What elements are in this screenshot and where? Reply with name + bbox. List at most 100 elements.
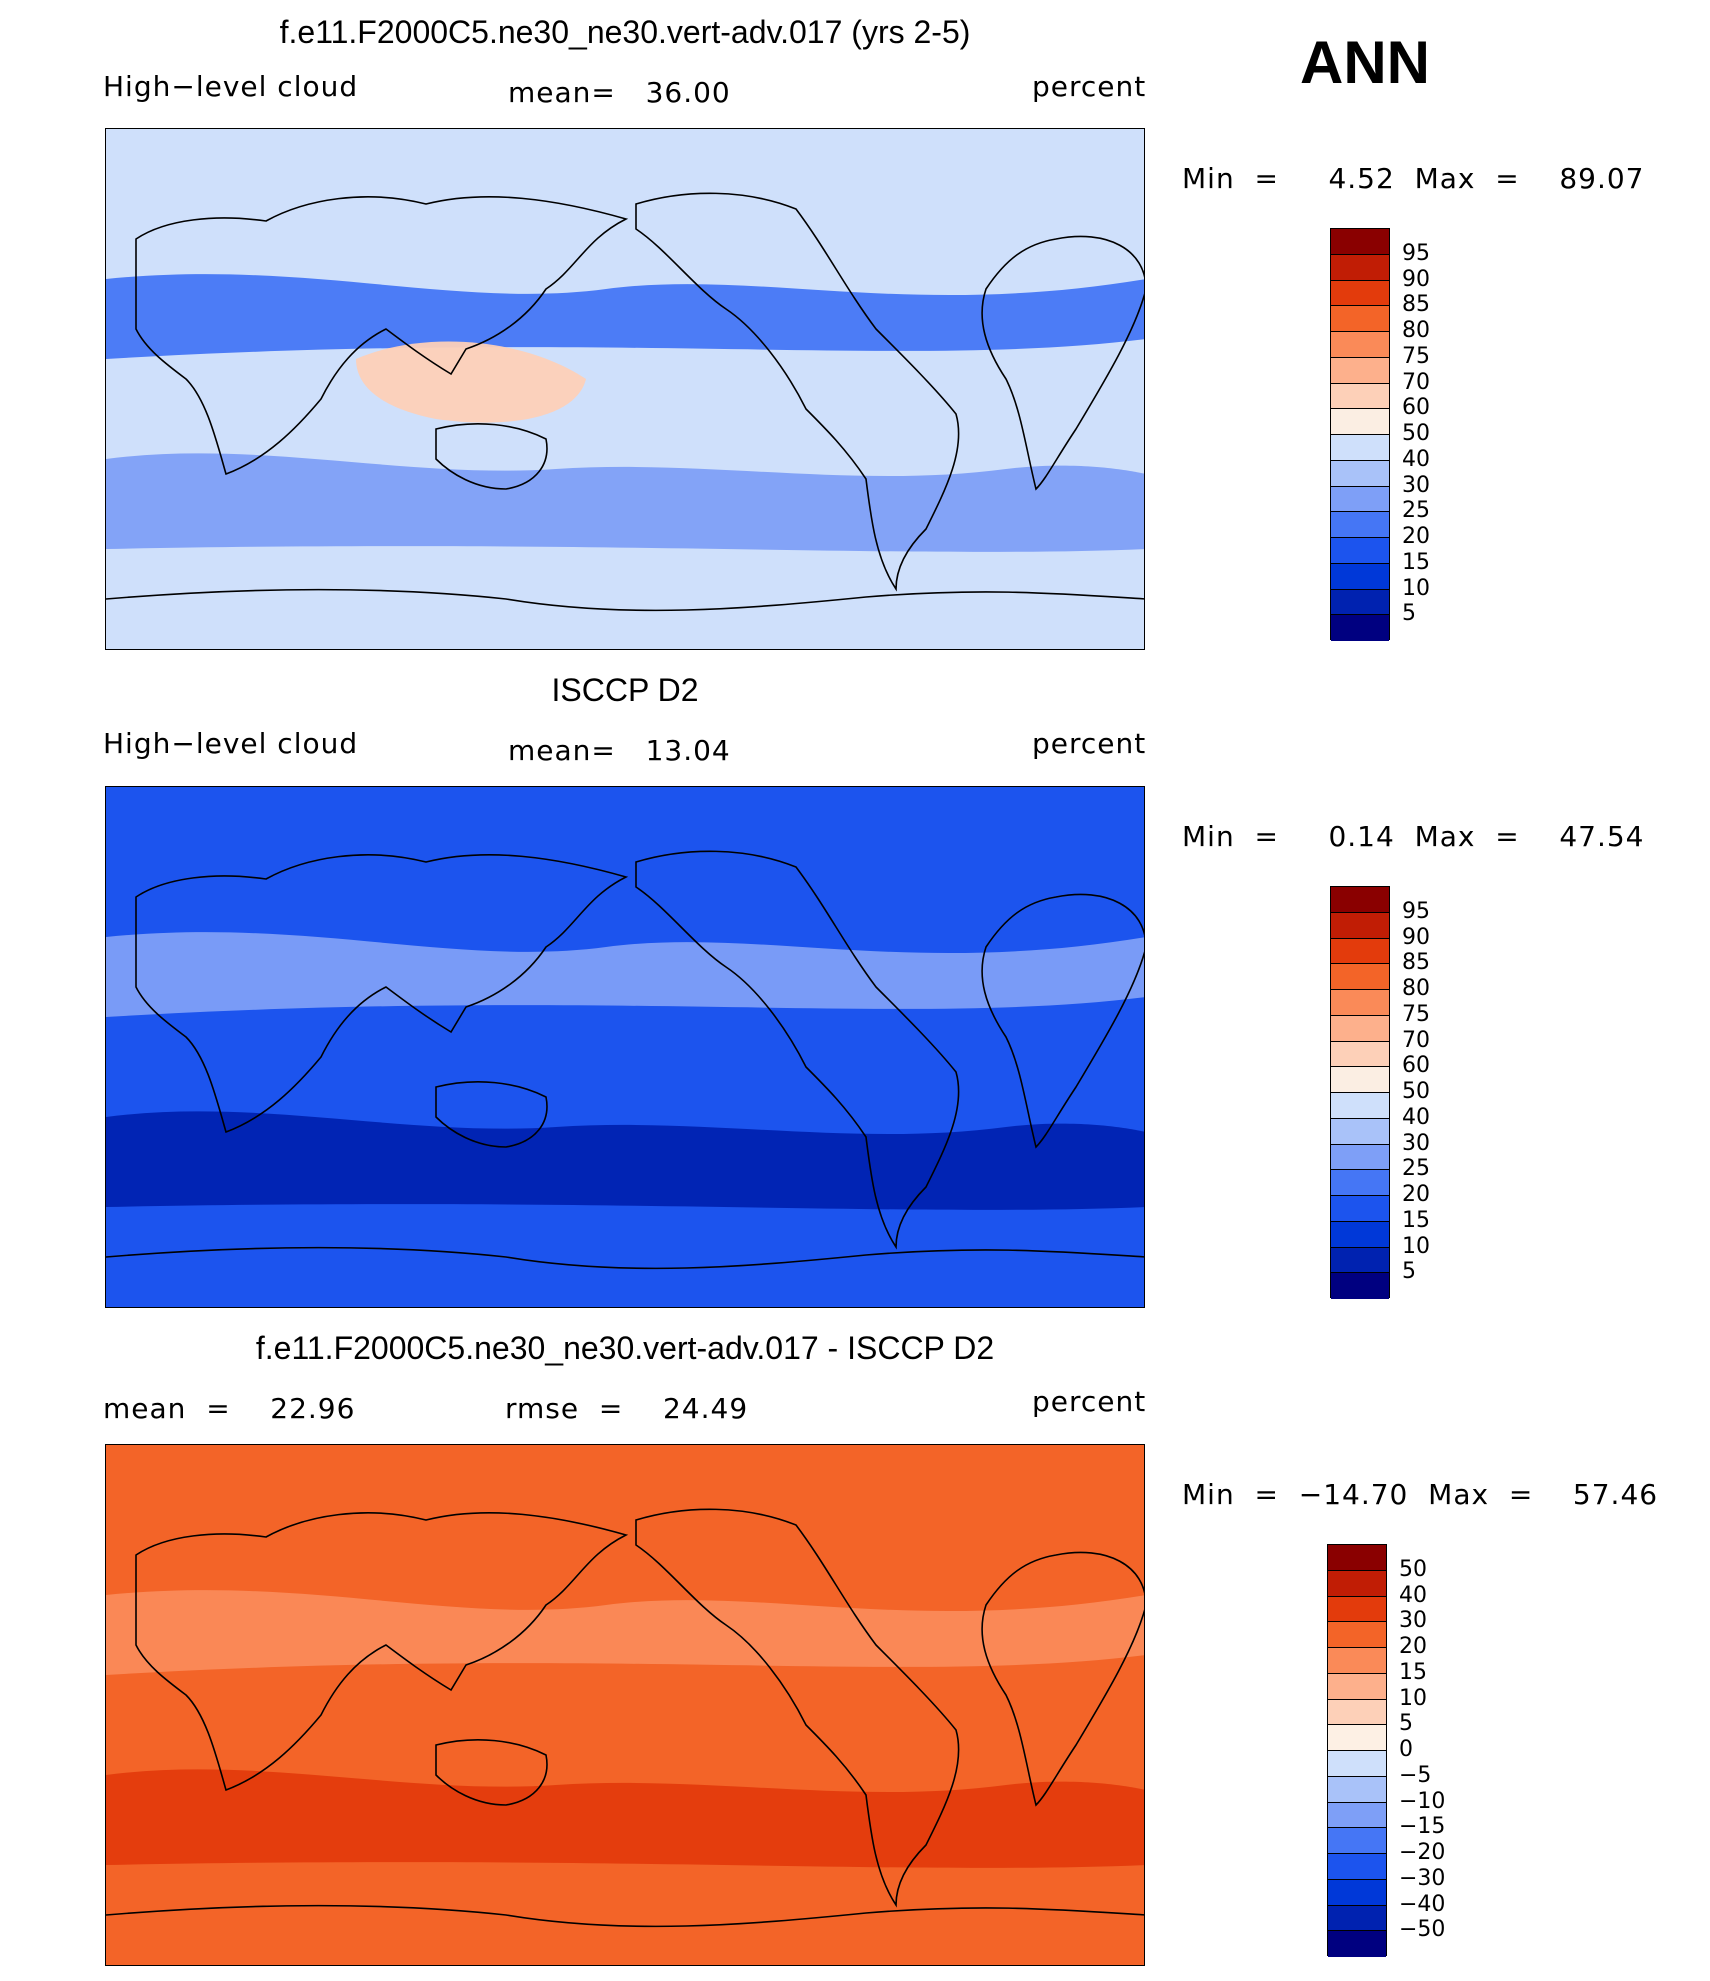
- colorbar-swatch: [1328, 1673, 1386, 1700]
- colorbar-tick-label: −20: [1399, 1840, 1446, 1865]
- colorbar-swatch: [1331, 1041, 1389, 1068]
- panel-2-units-label: percent: [1032, 727, 1147, 760]
- season-label: ANN: [1300, 29, 1430, 96]
- colorbar-swatch: [1331, 512, 1389, 538]
- colorbar-swatch: [1328, 1570, 1386, 1597]
- colorbar-tick-label: 5: [1399, 1711, 1413, 1737]
- colorbar-tick-label: 25: [1402, 1156, 1430, 1182]
- panel-3-units-label: percent: [1032, 1385, 1147, 1418]
- colorbar-swatch: [1331, 1170, 1389, 1196]
- coastline: [635, 192, 960, 592]
- panel-1-colorbar: [1330, 228, 1390, 641]
- coastline: [981, 235, 1144, 491]
- colorbar-tick-label: −50: [1399, 1917, 1446, 1943]
- colorbar-tick-label: 30: [1402, 472, 1430, 498]
- colorbar-swatch: [1331, 938, 1389, 965]
- colorbar-tick-label: 15: [1402, 549, 1430, 575]
- panel-1-map: [105, 128, 1145, 650]
- colorbar-swatch: [1331, 615, 1389, 641]
- colorbar-swatch: [1331, 1247, 1389, 1274]
- colorbar-tick-label: 50: [1399, 1556, 1427, 1582]
- coastline: [435, 1739, 548, 1806]
- colorbar-swatch: [1328, 1879, 1386, 1906]
- colorbar-swatch: [1328, 1596, 1386, 1623]
- coastline: [106, 1246, 1144, 1270]
- colorbar-swatch: [1328, 1622, 1386, 1648]
- coastline: [106, 588, 1144, 612]
- colorbar-swatch: [1331, 1144, 1389, 1171]
- coastline: [981, 1551, 1144, 1807]
- panel-2-variable-label: High−level cloud: [103, 727, 359, 760]
- colorbar-swatch: [1331, 887, 1389, 913]
- colorbar-tick-label: 40: [1399, 1582, 1427, 1608]
- colorbar-tick-label: 5: [1402, 601, 1416, 627]
- coastline: [135, 853, 629, 1134]
- colorbar-tick-label: 90: [1402, 924, 1430, 950]
- panel-1-variable-label: High−level cloud: [103, 70, 359, 103]
- colorbar-tick-label: 10: [1402, 575, 1430, 601]
- colorbar-swatch: [1331, 912, 1389, 939]
- colorbar-swatch: [1331, 460, 1389, 487]
- colorbar-swatch: [1331, 435, 1389, 461]
- colorbar-tick-label: 10: [1399, 1685, 1427, 1711]
- panel-1-mean-label: mean= 36.00: [508, 76, 731, 109]
- colorbar-tick-label: 80: [1402, 976, 1430, 1001]
- coastline: [981, 893, 1144, 1149]
- colorbar-tick-label: 10: [1402, 1233, 1430, 1259]
- panel-2-colorbar: [1330, 886, 1390, 1299]
- panel-1-minmax: Min = 4.52 Max = 89.07: [1182, 162, 1645, 195]
- colorbar-tick-label: −5: [1399, 1762, 1432, 1788]
- panel-3-map: [105, 1444, 1145, 1966]
- colorbar-swatch: [1328, 1725, 1386, 1751]
- colorbar-swatch: [1331, 538, 1389, 564]
- colorbar-swatch: [1328, 1931, 1386, 1957]
- field-region-strong-positive: [106, 1769, 1144, 1868]
- colorbar-swatch: [1328, 1545, 1386, 1571]
- coastline: [135, 1511, 629, 1792]
- colorbar-swatch: [1331, 1273, 1389, 1299]
- colorbar-tick-label: −15: [1399, 1814, 1446, 1840]
- colorbar-swatch: [1331, 409, 1389, 435]
- map-field: [106, 1445, 1144, 1965]
- colorbar-tick-label: 25: [1402, 498, 1430, 524]
- colorbar-tick-label: 40: [1402, 446, 1430, 472]
- colorbar-swatch: [1331, 990, 1389, 1016]
- coastline: [435, 423, 548, 490]
- panel-2-minmax: Min = 0.14 Max = 47.54: [1182, 820, 1645, 853]
- colorbar-tick-label: 0: [1399, 1737, 1413, 1762]
- colorbar-swatch: [1331, 486, 1389, 513]
- coastline: [635, 1508, 960, 1908]
- colorbar-tick-label: 5: [1402, 1259, 1416, 1285]
- field-region-deep-blue-core: [106, 1111, 1144, 1210]
- coastline: [635, 850, 960, 1250]
- colorbar-tick-label: 60: [1402, 395, 1430, 421]
- coastline: [106, 1904, 1144, 1928]
- colorbar-swatch: [1331, 332, 1389, 358]
- colorbar-tick-label: 50: [1402, 1079, 1430, 1104]
- panel-2-title: ISCCP D2: [551, 672, 699, 708]
- colorbar-swatch: [1331, 306, 1389, 332]
- colorbar-swatch: [1331, 964, 1389, 990]
- colorbar-tick-label: −40: [1399, 1891, 1446, 1917]
- colorbar-swatch: [1331, 383, 1389, 410]
- panel-1-title: f.e11.F2000C5.ne30_ne30.vert-adv.017 (yr…: [279, 14, 971, 50]
- panel-3-mean-label: mean = 22.96: [103, 1392, 356, 1425]
- colorbar-tick-label: 75: [1402, 343, 1430, 369]
- colorbar-swatch: [1331, 1093, 1389, 1119]
- panel-2-mean-label: mean= 13.04: [508, 734, 731, 767]
- colorbar-swatch: [1331, 1015, 1389, 1042]
- panel-3-title: f.e11.F2000C5.ne30_ne30.vert-adv.017 - I…: [255, 1330, 995, 1366]
- colorbar-tick-label: 15: [1402, 1207, 1430, 1233]
- panel-3-colorbar: [1327, 1544, 1387, 1957]
- colorbar-swatch: [1328, 1776, 1386, 1803]
- colorbar-tick-label: 15: [1399, 1659, 1427, 1685]
- colorbar-swatch: [1328, 1905, 1386, 1932]
- colorbar-tick-label: 40: [1402, 1104, 1430, 1130]
- colorbar-tick-label: 30: [1402, 1130, 1430, 1156]
- colorbar-swatch: [1331, 229, 1389, 255]
- colorbar-tick-label: 70: [1402, 1027, 1430, 1053]
- colorbar-swatch: [1331, 1196, 1389, 1222]
- colorbar-swatch: [1331, 1221, 1389, 1248]
- colorbar-tick-label: −30: [1399, 1865, 1446, 1891]
- colorbar-swatch: [1328, 1648, 1386, 1674]
